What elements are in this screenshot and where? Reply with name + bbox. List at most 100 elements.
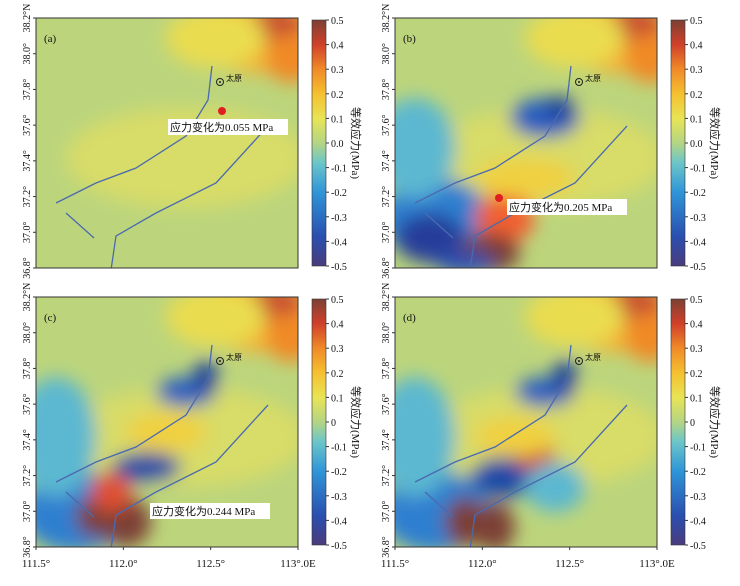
city-name: 太原 (226, 73, 242, 83)
epicenter (495, 194, 503, 202)
fault (110, 125, 269, 268)
map-panel (395, 18, 657, 268)
map-frame (35, 17, 299, 269)
colorbar-tick-label: 0.5 (690, 16, 703, 27)
colorbar-tick-label: 0.3 (690, 65, 703, 76)
stress-blob (475, 158, 575, 198)
epicenter (218, 107, 226, 115)
stress-blob (435, 251, 495, 268)
colorbar-title: 等效应力(MPa) (349, 107, 363, 179)
colorbar-tick-label: -0.5 (331, 541, 347, 552)
city-name: 太原 (226, 352, 242, 362)
lat-tick-label: 37.2° (22, 465, 33, 487)
stress-blob (166, 18, 266, 68)
lat-tick-label: 37.4° (381, 150, 392, 172)
lat-tick-label: 38.2°N (381, 283, 392, 312)
lat-tick-label: 37.8° (381, 79, 392, 101)
stress-blob (395, 98, 455, 198)
lat-tick-label: 36.8° (22, 536, 33, 558)
annotation: 应力变化为0.055 MPa (170, 120, 273, 134)
panel-label: (c) (44, 312, 57, 324)
colorbar-tick-label: -0.2 (331, 467, 347, 478)
colorbar-title: 等效应力(MPa) (349, 386, 363, 458)
lat-tick-label: 37.6° (22, 393, 33, 415)
city-dot (219, 360, 221, 362)
stress-blob (553, 359, 577, 395)
stress-blob (194, 359, 218, 395)
stress-blob (525, 462, 585, 512)
city-marker (575, 78, 583, 86)
lon-tick-label: 112.5° (555, 558, 584, 570)
lat-tick-label: 38.2°N (381, 4, 392, 33)
colorbar-tick-label: 0.5 (331, 295, 344, 306)
lat-tick-label: 37.4° (22, 429, 33, 451)
annotation: 应力变化为0.244 MPa (152, 504, 255, 518)
lat-tick-label: 38.0° (381, 43, 392, 65)
colorbar-tick-label: -0.4 (331, 516, 347, 527)
lat-tick-label: 37.0° (381, 222, 392, 244)
colorbar-tick-label: -0.1 (331, 443, 347, 454)
fault (414, 65, 572, 204)
lon-tick-label: 112.0° (109, 558, 138, 570)
fault (55, 344, 213, 483)
fault (65, 212, 95, 239)
colorbar (311, 298, 327, 546)
lat-tick-label: 37.0° (381, 501, 392, 523)
lat-tick-label: 37.2° (381, 186, 392, 208)
colorbar (670, 298, 686, 546)
lon-tick-label: 111.5° (381, 558, 409, 570)
fault (65, 491, 95, 518)
colorbar-tick-label: 0 (331, 418, 336, 429)
lat-tick-label: 37.8° (381, 358, 392, 380)
city-name: 太原 (585, 352, 601, 362)
map-panel (395, 297, 657, 547)
lat-tick-label: 37.6° (381, 114, 392, 135)
stress-blob (545, 96, 575, 120)
stress-blob (525, 18, 625, 68)
stress-blob (475, 502, 515, 547)
colorbar-tick-label: 0 (690, 418, 695, 429)
lat-tick-label: 37.0° (22, 501, 33, 523)
colorbar-tick-label: -0.1 (690, 164, 706, 175)
stress-blob (525, 297, 625, 347)
lat-tick-label: 37.8° (22, 79, 33, 101)
fault (414, 344, 572, 483)
stress-blob (445, 497, 485, 547)
colorbar-tick-label: -0.3 (331, 492, 347, 503)
city-dot (578, 81, 580, 83)
colorbar-tick-label: 0.2 (690, 369, 703, 380)
colorbar-tick-label: -0.2 (690, 467, 706, 478)
lon-tick-label: 112.5° (196, 558, 225, 570)
colorbar-tick-label: 0.5 (331, 16, 344, 27)
colorbar-tick-label: 0.3 (331, 65, 344, 76)
colorbar-tick-label: 0.5 (690, 295, 703, 306)
colorbar-title: 等效应力(MPa) (708, 386, 722, 458)
colorbar-tick-label: 0.1 (331, 114, 344, 125)
colorbar-tick-label: -0.4 (690, 237, 706, 248)
colorbar-tick-label: 0.3 (690, 344, 703, 355)
stress-blob (475, 417, 555, 457)
colorbar-tick-label: -0.3 (690, 213, 706, 224)
panel-label: (d) (403, 312, 416, 324)
lat-tick-label: 38.0° (22, 322, 33, 344)
colorbar-tick-label: 0.0 (690, 139, 703, 150)
lat-tick-label: 37.0° (22, 222, 33, 244)
lat-tick-label: 38.2°N (22, 283, 33, 312)
colorbar-tick-label: 0.4 (690, 320, 703, 331)
panel-label: (b) (403, 33, 416, 45)
colorbar-title: 等效应力(MPa) (708, 107, 722, 179)
lat-tick-label: 37.8° (22, 358, 33, 380)
stress-blob (111, 452, 181, 482)
colorbar-tick-label: -0.2 (331, 188, 347, 199)
annotation-box (168, 119, 288, 135)
stress-blob (126, 412, 206, 452)
colorbar-tick-label: -0.1 (690, 443, 706, 454)
stress-field (36, 297, 298, 547)
fault (424, 491, 454, 518)
lon-tick-label: 111.5° (22, 558, 50, 570)
lat-tick-label: 38.2°N (22, 4, 33, 33)
colorbar-tick-label: 0.1 (690, 393, 703, 404)
city-marker (575, 357, 583, 365)
colorbar-tick-label: -0.5 (690, 541, 706, 552)
